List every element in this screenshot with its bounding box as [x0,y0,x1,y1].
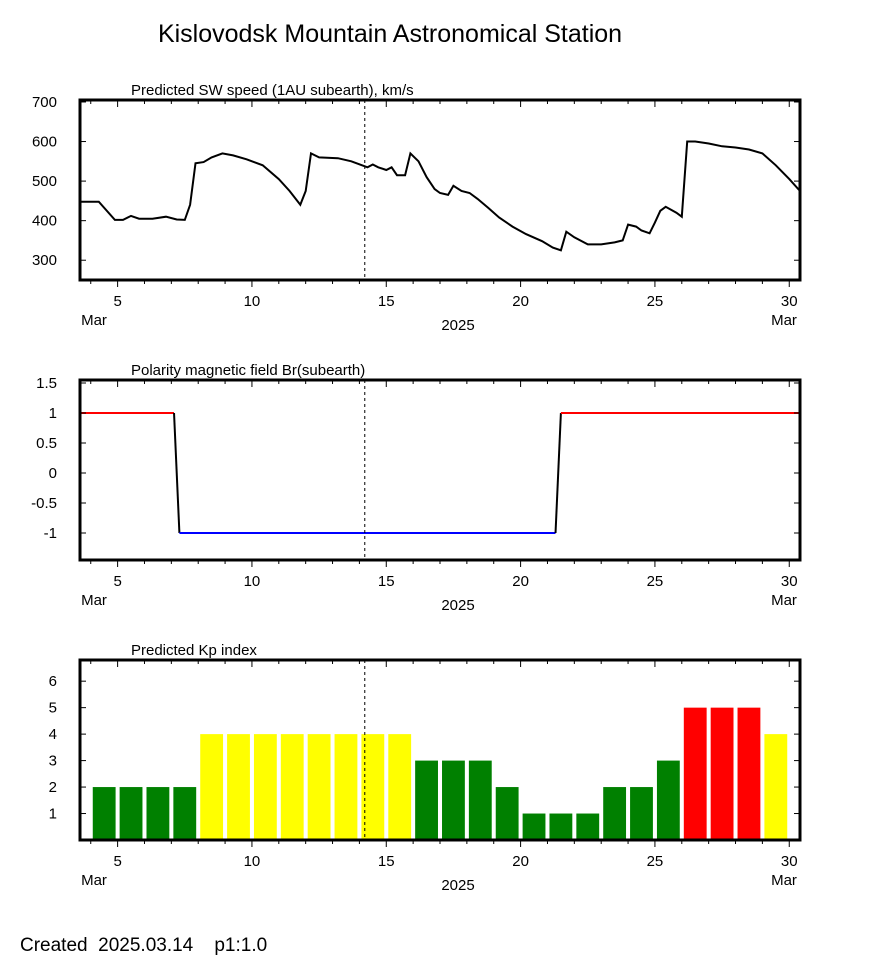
chart-title: Polarity magnetic field Br(subearth) [131,362,365,379]
x-tick-label: 30 [781,853,798,870]
kp-bar [92,787,116,840]
y-tick-label: 0.5 [36,435,57,452]
x-year-label: 2025 [441,317,474,334]
chart-title: Predicted SW speed (1AU subearth), km/s [131,82,414,99]
x-tick-label: 10 [244,573,261,590]
y-tick-label: 2 [49,779,57,796]
x-tick-label: 25 [647,573,664,590]
chart-panel-1: Predicted SW speed (1AU subearth), km/s 3… [32,82,802,334]
y-tick-label: 1 [49,405,57,422]
kp-bar [737,707,761,840]
y-tick-label: 600 [32,134,57,151]
y-tick-label: 400 [32,213,57,230]
y-tick-label: 500 [32,173,57,190]
y-tick-label: 1.5 [36,375,57,392]
y-tick-label: 300 [32,252,57,269]
x-tick-label: 15 [378,853,395,870]
x-tick-label: 5 [113,853,121,870]
kp-bar [603,787,627,840]
y-tick-label: 4 [49,726,57,743]
x-tick-label: 25 [647,853,664,870]
kp-bar [146,787,170,840]
page-title: Kislovodsk Mountain Astronomical Station [157,20,623,48]
x-year-label: 2025 [441,597,474,614]
y-tick-label: 6 [49,673,57,690]
kp-bar [468,760,492,840]
kp-bar [253,734,277,840]
y-tick-label: 700 [32,94,57,111]
kp-bar [442,760,465,840]
kp-bar [361,734,385,840]
x-month-label: Mar [771,312,797,329]
y-tick-label: 0 [49,465,57,482]
x-tick-label: 20 [512,853,529,870]
x-month-label: Mar [81,312,107,329]
kp-bar [334,734,358,840]
chart-title: Predicted Kp index [131,642,257,659]
kp-bar [764,734,788,840]
kp-bar [173,787,197,840]
y-tick-label: 5 [49,700,57,717]
kp-bar [710,707,734,840]
x-tick-label: 10 [244,853,261,870]
kp-bar [227,734,250,840]
kp-bar [495,787,519,840]
x-tick-label: 30 [781,573,798,590]
x-month-label: Mar [81,872,107,889]
x-tick-label: 5 [113,293,121,310]
x-month-label: Mar [81,592,107,609]
x-tick-label: 30 [781,293,798,310]
x-tick-label: 5 [113,573,121,590]
x-tick-label: 10 [244,293,261,310]
kp-bar [522,813,546,840]
kp-bar [656,760,680,840]
y-tick-label: 1 [49,806,57,823]
x-tick-label: 15 [378,573,395,590]
kp-bar [415,760,438,840]
kp-bar [119,787,143,840]
kp-bar [388,734,412,840]
x-tick-label: 25 [647,293,664,310]
sw-speed-line [80,140,801,252]
x-tick-label: 20 [512,573,529,590]
kp-bar [200,734,224,840]
y-tick-label: 3 [49,753,57,770]
kp-bar [576,813,600,840]
x-month-label: Mar [771,872,797,889]
kp-bar [549,813,573,840]
kp-bar [630,787,653,840]
kp-bar [683,707,707,840]
y-tick-label: -0.5 [31,495,57,512]
x-year-label: 2025 [441,877,474,894]
x-month-label: Mar [771,592,797,609]
created-footer: Created 2025.03.14 p1:1.0 [20,935,268,956]
polarity-line-segment [554,412,562,534]
kp-bar [280,734,304,840]
plot-frame [78,98,802,282]
kp-bar [307,734,331,840]
y-tick-label: -1 [44,525,57,542]
charts-canvas: Predicted SW speed (1AU subearth), km/s 3… [31,82,802,894]
polarity-line-segment [173,412,181,534]
chart-panel-2: Polarity magnetic field Br(subearth) 1.5 1… [31,362,802,614]
x-tick-label: 15 [378,293,395,310]
x-tick-label: 20 [512,293,529,310]
